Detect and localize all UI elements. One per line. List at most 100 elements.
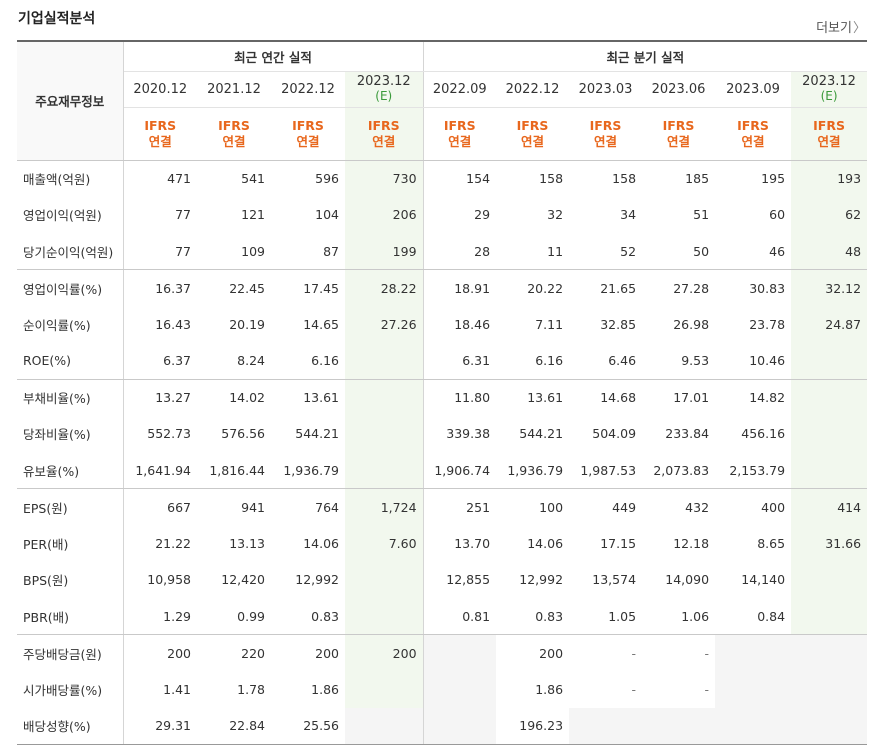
table-cell: 17.45	[303, 280, 339, 296]
table-row: 영업이익률(%) 16.37 22.45 17.45 28.22 18.91 20.22 21…	[17, 269, 868, 306]
table-cell: 544.21	[519, 426, 564, 442]
table-cell: 1.06	[642, 598, 716, 635]
accounting-standard: IFRS 연결	[123, 107, 197, 161]
table-cell: 50	[642, 233, 716, 270]
table-cell: 10.46	[715, 342, 792, 380]
table-cell	[791, 671, 868, 708]
standard-consolidated: 연결	[222, 133, 246, 149]
table-cell: 1,906.74	[423, 452, 497, 489]
table-row: 당좌비율(%) 552.73 576.56 544.21 339.38 544.21 504…	[17, 415, 868, 452]
table-row: 영업이익(억원) 77 121 104 206 29 32 34 51 60 62	[17, 196, 868, 233]
table-cell: 200	[315, 645, 339, 661]
group-header-annual: 최근 연간 실적	[123, 40, 424, 72]
table-cell: 414	[791, 488, 868, 525]
table-cell: 12,992	[295, 572, 339, 588]
table-cell: 8.24	[197, 342, 271, 380]
table-cell: 251	[466, 499, 491, 515]
table-cell: 199	[345, 233, 424, 270]
estimate-mark: (E)	[820, 89, 838, 103]
table-cell: 13,574	[592, 572, 637, 588]
table-cell	[423, 707, 497, 745]
table-cell: 12,855	[446, 572, 491, 588]
table-cell: 576.56	[221, 426, 265, 442]
period-label: 2022.09	[432, 81, 487, 97]
table-row: 시가배당률(%) 1.41 1.78 1.86 1.86 - -	[17, 671, 868, 708]
table-cell: 32	[547, 207, 564, 223]
accounting-standard: IFRS 연결	[271, 107, 345, 161]
row-label: 매출액(억원)	[17, 160, 124, 197]
table-cell	[791, 379, 868, 416]
table-cell: 449	[612, 499, 637, 515]
table-cell	[345, 707, 424, 745]
table-cell: 941	[241, 499, 265, 515]
table-cell: 46	[715, 233, 792, 270]
table-cell	[345, 561, 424, 598]
table-cell: 14,140	[741, 572, 786, 588]
table-cell: 29	[474, 207, 491, 223]
table-cell	[791, 415, 868, 452]
row-label: ROE(%)	[17, 342, 124, 380]
table-cell: -	[704, 681, 710, 697]
more-link[interactable]: 더보기〉	[816, 17, 866, 36]
row-label: PER(배)	[17, 525, 124, 562]
table-cell: 6.16	[271, 342, 345, 380]
row-label: BPS(원)	[17, 561, 124, 598]
table-cell: 158	[539, 171, 564, 186]
period-header: 2021.12	[197, 71, 271, 108]
table-cell: 456.16	[741, 426, 786, 442]
row-header-label: 주요재무정보	[17, 40, 124, 161]
table-cell: 17.01	[673, 390, 710, 405]
table-cell	[345, 598, 424, 635]
table-cell: 16.37	[155, 280, 191, 296]
standard-ifrs: IFRS	[589, 117, 622, 133]
table-cell: 48	[791, 233, 868, 270]
standard-ifrs: IFRS	[737, 117, 769, 133]
period-header: 2023.12 (E)	[791, 71, 868, 108]
table-cell: 109	[197, 233, 271, 270]
accounting-standard: IFRS 연결	[423, 107, 497, 161]
table-cell: 0.81	[423, 598, 497, 635]
table-row: PBR(배) 1.29 0.99 0.83 0.81 0.83 1.05 1.06 0.84	[17, 598, 868, 635]
period-label: 2023.03	[578, 81, 633, 97]
table-cell: 32.85	[600, 316, 637, 332]
table-cell: 0.84	[715, 598, 792, 635]
table-cell: 1.86	[311, 681, 339, 697]
table-cell: 432	[685, 499, 710, 515]
table-cell	[791, 342, 868, 380]
table-cell: 22.84	[197, 707, 271, 745]
table-cell: 22.45	[229, 280, 265, 296]
standard-ifrs: IFRS	[144, 117, 177, 133]
table-cell: 26.98	[673, 316, 710, 332]
table-cell: 1.86	[535, 681, 564, 697]
table-cell: 60	[769, 207, 786, 223]
table-cell: 6.31	[423, 342, 497, 380]
table-cell	[791, 707, 868, 745]
table-cell: 23.78	[749, 316, 786, 332]
table-cell: 51	[693, 207, 710, 223]
standard-consolidated: 연결	[372, 133, 396, 149]
row-label: 시가배당률(%)	[17, 671, 124, 708]
table-cell	[423, 671, 497, 708]
period-label: 2023.12	[802, 74, 856, 89]
table-cell: 14.65	[303, 316, 339, 332]
table-cell: 6.16	[496, 342, 570, 380]
period-header: 2023.12 (E)	[345, 71, 424, 108]
accounting-standard: IFRS 연결	[715, 107, 792, 161]
table-cell: 11	[496, 233, 570, 270]
table-cell: 52	[569, 233, 643, 270]
table-cell: 24.87	[791, 306, 868, 343]
table-cell: 1.29	[123, 598, 197, 635]
period-label: 2023.12	[356, 74, 411, 89]
table-cell: 13.13	[229, 535, 265, 551]
table-cell: 28	[423, 233, 497, 270]
accounting-standard: IFRS 연결	[197, 107, 271, 161]
table-cell: 730	[345, 160, 424, 197]
standard-consolidated: 연결	[667, 133, 691, 149]
table-cell	[791, 452, 868, 489]
table-cell: 596	[315, 171, 339, 186]
table-cell: 11.80	[454, 390, 491, 405]
table-cell: 18.91	[454, 280, 491, 296]
table-cell: 1,816.44	[197, 452, 271, 489]
table-row: EPS(원) 667 941 764 1,724 251 100 449 432 400 414	[17, 488, 868, 525]
table-cell: 0.99	[197, 598, 271, 635]
